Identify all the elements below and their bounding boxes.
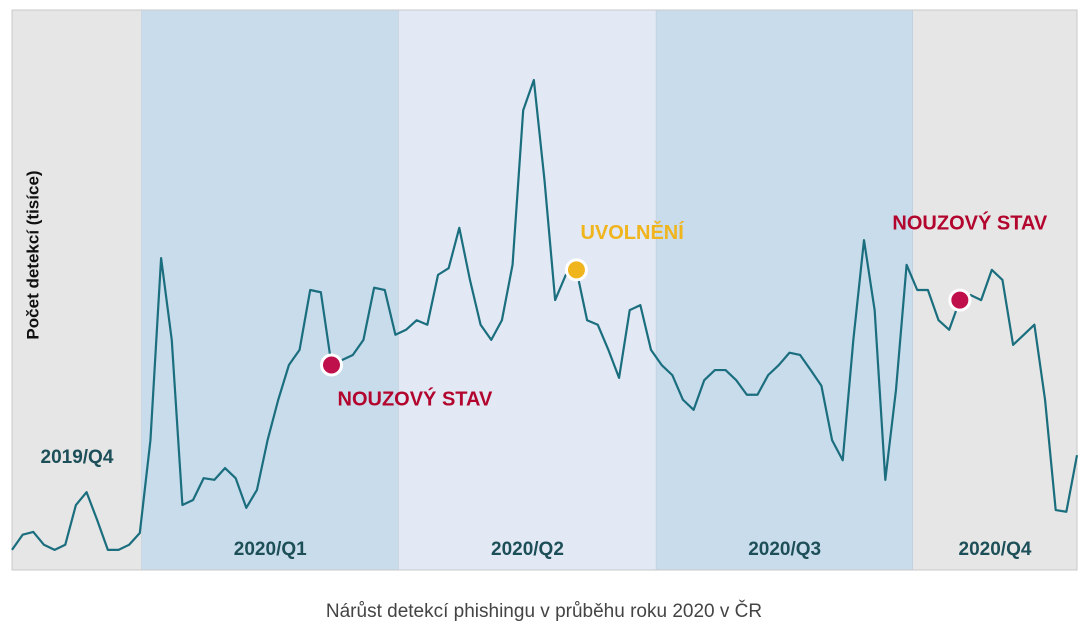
y-axis-label: Počet detekcí (tisíce) bbox=[23, 170, 42, 339]
event-dot bbox=[320, 353, 343, 377]
data-line bbox=[11, 78, 1079, 551]
event-label: NOUZOVÝ STAV bbox=[892, 210, 1047, 234]
event-dot bbox=[948, 288, 972, 312]
region bbox=[912, 10, 1077, 570]
region bbox=[141, 10, 399, 570]
plot-frame bbox=[11, 9, 1078, 571]
event-label: NOUZOVÝ STAV bbox=[338, 386, 493, 410]
region-label: 2019/Q4 bbox=[41, 447, 114, 468]
region-label: 2020/Q4 bbox=[959, 539, 1032, 560]
region bbox=[12, 10, 142, 570]
region-label: 2020/Q1 bbox=[234, 539, 307, 560]
region bbox=[656, 10, 913, 570]
region-label: 2020/Q2 bbox=[491, 539, 564, 560]
region bbox=[398, 10, 657, 570]
event-label: UVOLNĚNÍ bbox=[580, 220, 684, 244]
region-label: 2020/Q3 bbox=[748, 539, 821, 560]
caption: Nárůst detekcí phishingu v průběhu roku … bbox=[326, 600, 762, 622]
event-dot bbox=[564, 258, 588, 282]
